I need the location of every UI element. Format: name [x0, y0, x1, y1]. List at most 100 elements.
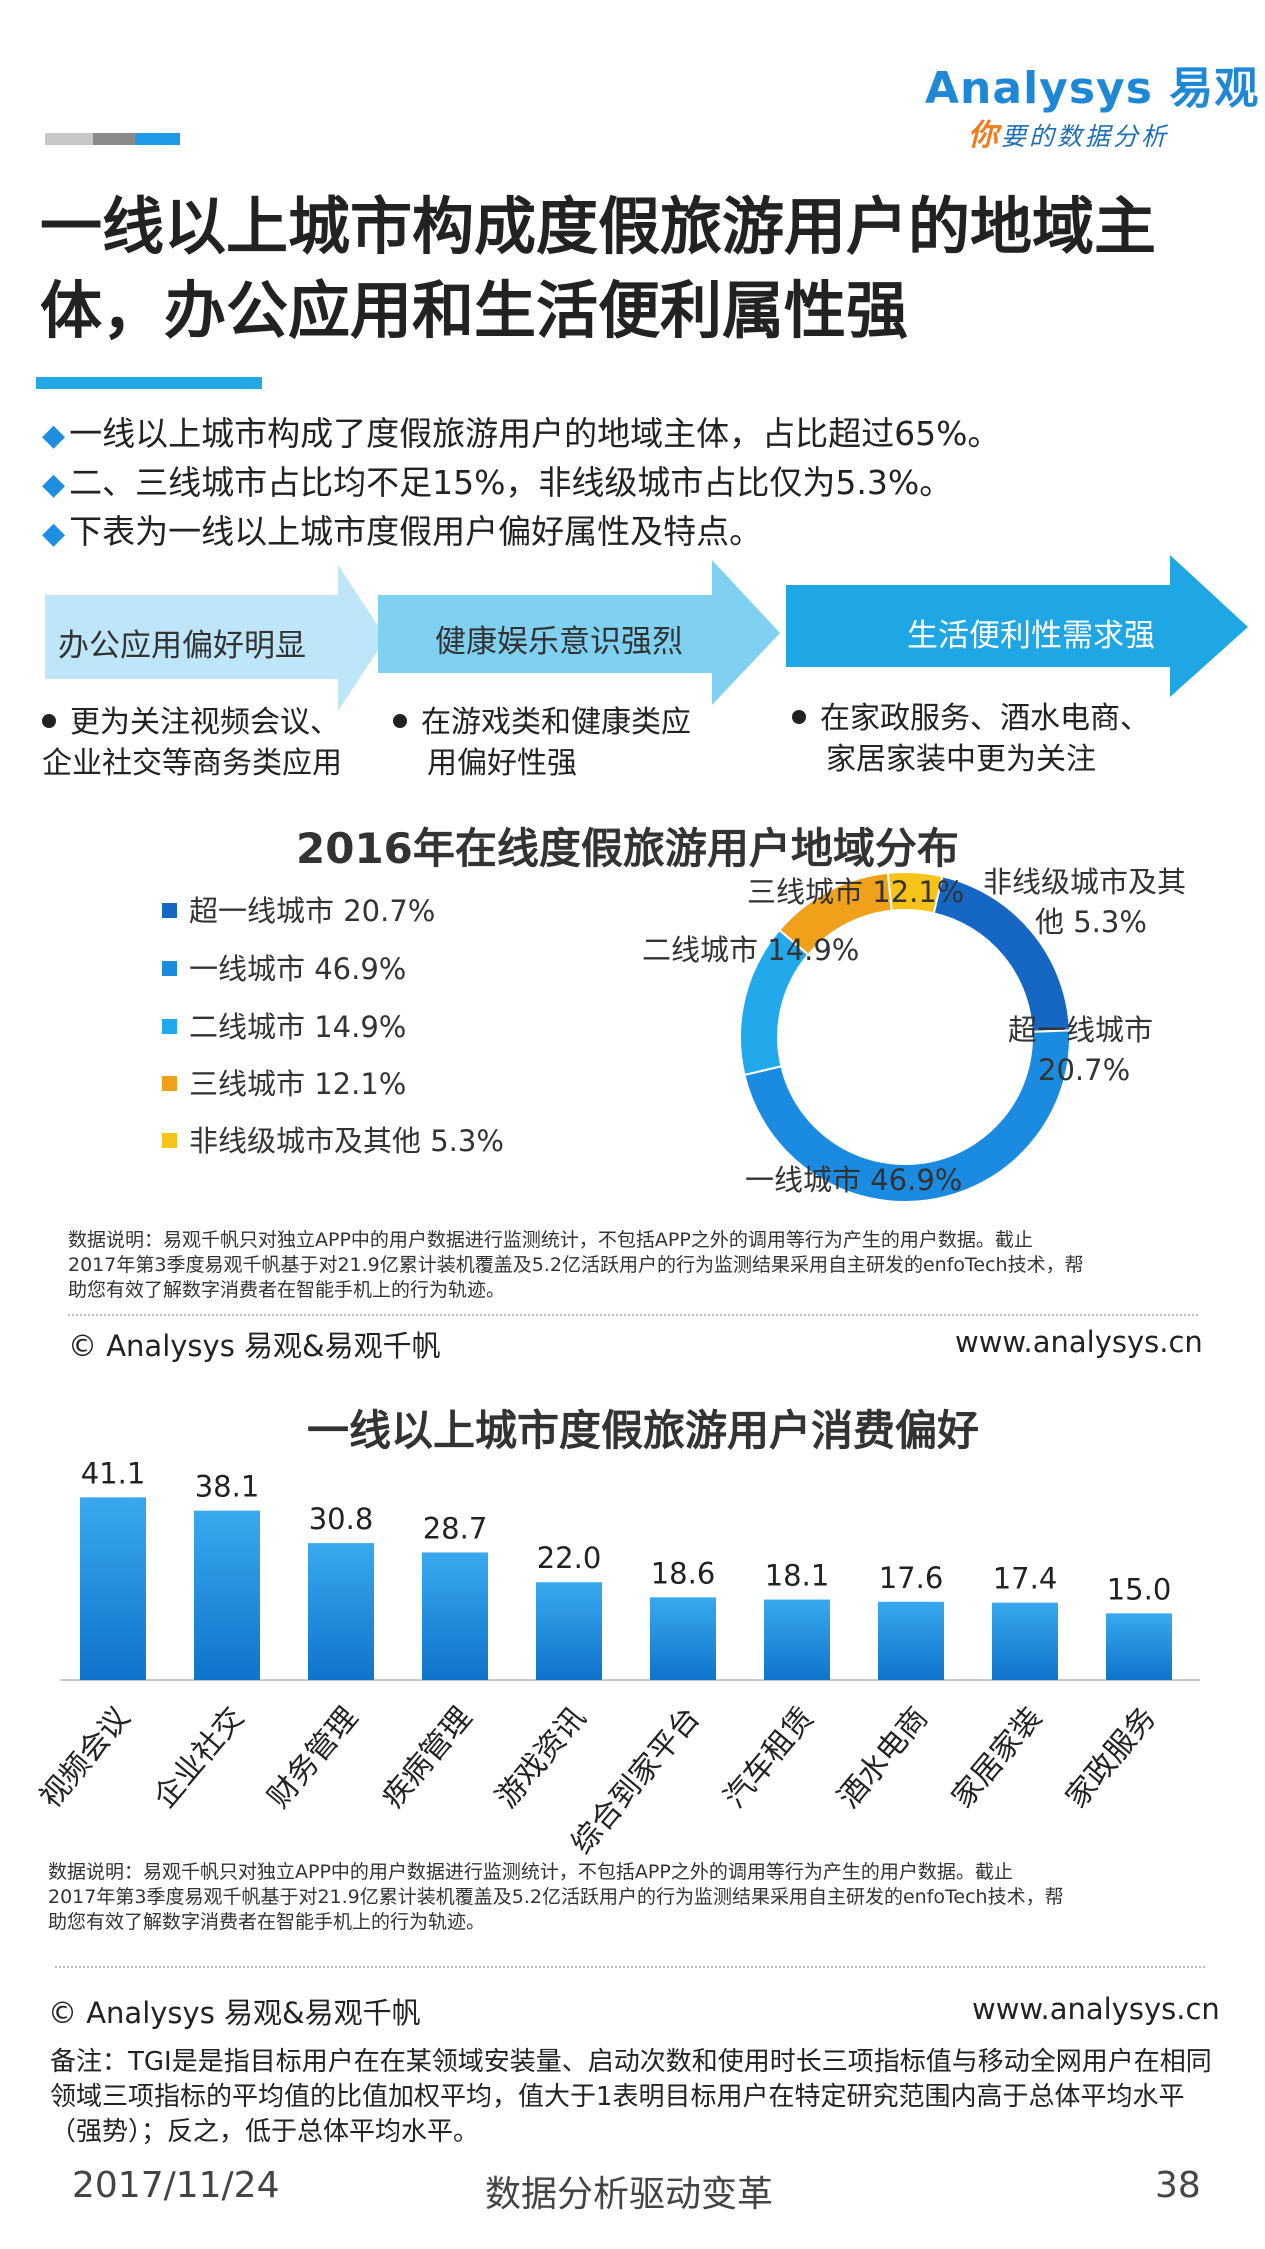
feature-label-3: 生活便利性需求强	[907, 618, 1155, 654]
note-line: 2017年第3季度易观千帆基于对21.9亿累计装机覆盖及5.2亿活跃用户的行为监…	[68, 1254, 1084, 1276]
feature-point-text: 用偏好性强	[427, 746, 577, 781]
brand-logo: Analysys 易观	[925, 63, 1260, 114]
bar	[992, 1602, 1058, 1680]
bar-value-label: 15.0	[1107, 1572, 1172, 1606]
legend-swatch	[162, 1132, 177, 1148]
bar-value-label: 17.4	[993, 1562, 1058, 1596]
bar-chart: 41.1 视频会议 38.1 企业社交 30.8 财务管理 28.7 疾病管理 22.0 游戏资讯…	[33, 1460, 1200, 1861]
legend-swatch	[162, 1018, 177, 1034]
bullet-text: 一线以上城市构成了度假旅游用户的地域主体，占比超过65%。	[69, 414, 1001, 453]
feature-label-2: 健康娱乐意识强烈	[435, 624, 683, 660]
bullet-item: ◆ 一线以上城市构成了度假旅游用户的地域主体，占比超过65%。	[42, 410, 1242, 459]
bullet-text: 下表为一线以上城市度假用户偏好属性及特点。	[69, 512, 763, 551]
bullet-dot-icon	[393, 713, 407, 728]
category-label: 视频会议	[33, 1701, 137, 1815]
page-number: 38	[1155, 2165, 1201, 2206]
category-label: 财务管理	[261, 1701, 365, 1815]
legend-swatch	[162, 902, 177, 918]
diamond-icon: ◆	[42, 418, 66, 453]
bar	[536, 1582, 602, 1680]
footer-slogan: 数据分析驱动变革	[485, 2174, 774, 2215]
summary-bullets: ◆ 一线以上城市构成了度假旅游用户的地域主体，占比超过65%。 ◆ 二、三线城市占比…	[42, 410, 1242, 557]
legend-item: 三线城市 12.1%	[162, 1061, 406, 1103]
note-line: 2017年第3季度易观千帆基于对21.9亿累计装机覆盖及5.2亿活跃用户的行为监…	[48, 1886, 1064, 1908]
dotted-divider	[55, 1966, 1205, 1968]
category-label: 家居家装	[945, 1701, 1049, 1815]
bar-value-label: 38.1	[195, 1470, 260, 1504]
brand-slogan: 你要的数据分析	[968, 110, 1169, 154]
slice-label-line: 非线级城市及其	[983, 865, 1187, 899]
copyright-1: © Analysys 易观&易观千帆	[68, 1329, 441, 1363]
legend-item: 二线城市 14.9%	[162, 1004, 406, 1046]
category-label: 企业社交	[147, 1701, 251, 1815]
bar-value-label: 41.1	[81, 1460, 146, 1490]
donut-chart	[739, 871, 1071, 1203]
feature-arrow-2	[378, 560, 780, 705]
copyright-2: © Analysys 易观&易观千帆	[48, 1996, 421, 2030]
diamond-icon: ◆	[42, 516, 66, 551]
data-note-1: 数据说明：易观千帆只对独立APP中的用户数据进行监测统计，不包括APP之外的调用…	[68, 1228, 1243, 1303]
slice-tier3	[777, 871, 893, 957]
page-title: 一线以上城市构成度假旅游用户的地域主体，办公应用和生活便利属性强	[40, 190, 1157, 347]
decorative-bar	[45, 133, 180, 145]
feature-point-text: 更为关注视频会议、	[70, 705, 340, 740]
feature-points-2: 在游戏类和健康类应 用偏好性强	[393, 702, 691, 784]
feature-point-text: 家居家装中更为关注	[826, 742, 1096, 777]
feature-points-1: 更为关注视频会议、 企业社交等商务类应用	[42, 702, 342, 784]
bar	[308, 1543, 374, 1680]
feature-arrows	[45, 555, 1248, 711]
slice-label-tier3: 三线城市 12.1%	[747, 875, 965, 909]
feature-point-text: 企业社交等商务类应用	[42, 746, 342, 781]
bar	[80, 1497, 146, 1680]
category-label: 游戏资讯	[489, 1701, 593, 1815]
category-label: 酒水电商	[831, 1701, 935, 1815]
category-label: 汽车租赁	[717, 1701, 821, 1815]
slogan-first-char: 你	[968, 118, 1001, 153]
bar-value-label: 28.7	[423, 1511, 488, 1545]
slice-label-tier2: 二线城市 14.9%	[642, 933, 860, 967]
bar	[1106, 1613, 1172, 1680]
bar	[650, 1597, 716, 1680]
legend-item: 非线级城市及其他 5.3%	[162, 1118, 504, 1160]
legend-text: 一线城市 46.9%	[189, 952, 407, 986]
bar-value-label: 18.6	[651, 1556, 716, 1590]
bar-chart-title: 一线以上城市度假旅游用户消费偏好	[307, 1406, 980, 1455]
slogan-rest: 要的数据分析	[1001, 122, 1170, 151]
legend-item: 超一线城市 20.7%	[162, 888, 435, 930]
bar	[194, 1510, 260, 1680]
feature-arrow-1	[45, 565, 386, 711]
bullet-item: ◆ 二、三线城市占比均不足15%，非线级城市占比仅为5.3%。	[42, 459, 1242, 508]
title-underline	[36, 377, 262, 389]
legend-text: 非线级城市及其他 5.3%	[189, 1124, 504, 1158]
slice-label-line: 超一线城市	[1008, 1013, 1154, 1047]
donut-chart-title: 2016年在线度假旅游用户地域分布	[296, 824, 959, 873]
feature-point-text: 在家政服务、酒水电商、	[820, 701, 1150, 736]
data-note-2: 数据说明：易观千帆只对独立APP中的用户数据进行监测统计，不包括APP之外的调用…	[48, 1860, 1243, 1935]
legend-text: 二线城市 14.9%	[189, 1010, 407, 1044]
category-label: 疾病管理	[375, 1701, 479, 1815]
slice-label-tier1: 一线城市 46.9%	[745, 1163, 963, 1197]
slice-label-super-tier1: 超一线城市 20.7%	[1008, 1010, 1153, 1090]
bar	[764, 1599, 830, 1680]
bullet-item: ◆ 下表为一线以上城市度假用户偏好属性及特点。	[42, 508, 1242, 557]
legend-text: 超一线城市 20.7%	[189, 894, 436, 928]
note-line: 数据说明：易观千帆只对独立APP中的用户数据进行监测统计，不包括APP之外的调用…	[68, 1229, 1033, 1251]
bullet-dot-icon	[792, 709, 806, 724]
bar	[422, 1552, 488, 1680]
feature-label-1: 办公应用偏好明显	[58, 628, 306, 664]
category-label: 家政服务	[1059, 1701, 1163, 1815]
feature-point-text: 在游戏类和健康类应	[421, 705, 691, 740]
slice-label-line: 他 5.3%	[1035, 905, 1147, 939]
diamond-icon: ◆	[42, 467, 66, 502]
source-url-1: www.analysys.cn	[955, 1325, 1203, 1359]
dotted-divider	[68, 1314, 1198, 1316]
bar-value-label: 18.1	[765, 1559, 830, 1593]
slice-label-line: 20.7%	[1038, 1053, 1131, 1087]
bar-value-label: 22.0	[537, 1541, 602, 1575]
legend-item: 一线城市 46.9%	[162, 946, 406, 988]
bullet-text: 二、三线城市占比均不足15%，非线级城市占比仅为5.3%。	[69, 463, 953, 502]
footer-date: 2017/11/24	[72, 2165, 280, 2206]
slice-label-non-tier: 非线级城市及其 他 5.3%	[983, 862, 1186, 942]
slice-tier1	[743, 1029, 1071, 1203]
legend-swatch	[162, 1075, 177, 1091]
